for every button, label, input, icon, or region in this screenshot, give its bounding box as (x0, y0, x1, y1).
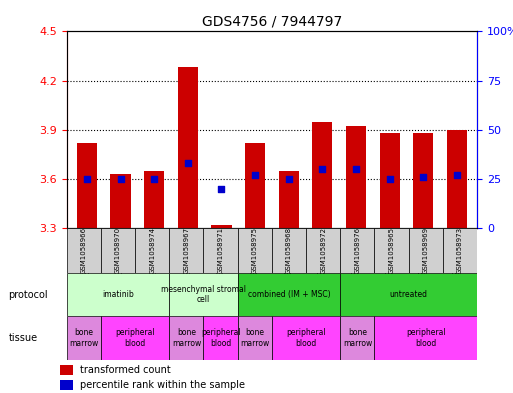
Point (116, 176, 125, 182)
Bar (279, 171, 299, 228)
FancyBboxPatch shape (135, 228, 169, 273)
Text: GSM1058969: GSM1058969 (423, 227, 429, 274)
Point (318, 166, 326, 172)
Text: GSM1058968: GSM1058968 (286, 227, 292, 274)
Text: GSM1058970: GSM1058970 (115, 227, 121, 274)
FancyBboxPatch shape (443, 228, 477, 273)
Text: tissue: tissue (9, 333, 37, 343)
Text: GSM1058972: GSM1058972 (320, 227, 326, 274)
Point (251, 172, 259, 178)
FancyBboxPatch shape (169, 316, 204, 360)
Bar (413, 133, 433, 228)
FancyBboxPatch shape (374, 316, 477, 360)
Text: GSM1058973: GSM1058973 (457, 227, 463, 274)
Point (285, 176, 293, 182)
FancyBboxPatch shape (409, 228, 443, 273)
Text: percentile rank within the sample: percentile rank within the sample (80, 380, 245, 389)
FancyBboxPatch shape (67, 316, 101, 360)
Text: bone
marrow: bone marrow (69, 328, 98, 348)
Point (419, 174, 427, 180)
Text: peripheral
blood: peripheral blood (201, 328, 241, 348)
Point (150, 176, 158, 182)
Bar (312, 121, 332, 228)
Point (386, 176, 394, 182)
Point (83, 176, 91, 182)
Text: GSM1058966: GSM1058966 (81, 227, 87, 274)
Title: GDS4756 / 7944797: GDS4756 / 7944797 (202, 15, 342, 29)
Text: peripheral
blood: peripheral blood (406, 328, 446, 348)
FancyBboxPatch shape (374, 228, 409, 273)
Bar (77, 143, 97, 228)
Point (352, 166, 360, 172)
Bar (245, 143, 265, 228)
Bar (60, 380, 73, 390)
FancyBboxPatch shape (238, 273, 340, 316)
Bar (144, 171, 164, 228)
FancyBboxPatch shape (272, 228, 306, 273)
Text: untreated: untreated (390, 290, 428, 299)
Text: peripheral
blood: peripheral blood (286, 328, 326, 348)
FancyBboxPatch shape (340, 316, 374, 360)
FancyBboxPatch shape (204, 316, 238, 360)
Text: GSM1058976: GSM1058976 (354, 227, 361, 274)
FancyBboxPatch shape (306, 228, 340, 273)
Bar (447, 130, 467, 228)
Bar (60, 365, 73, 375)
Text: GSM1058971: GSM1058971 (218, 227, 224, 274)
Bar (110, 174, 131, 228)
FancyBboxPatch shape (272, 316, 340, 360)
Bar (177, 68, 198, 228)
Text: bone
marrow: bone marrow (172, 328, 201, 348)
Text: bone
marrow: bone marrow (240, 328, 269, 348)
Point (218, 185, 226, 192)
FancyBboxPatch shape (238, 228, 272, 273)
Text: imatinib: imatinib (102, 290, 134, 299)
FancyBboxPatch shape (340, 273, 477, 316)
FancyBboxPatch shape (67, 273, 169, 316)
Point (184, 160, 192, 166)
FancyBboxPatch shape (101, 316, 169, 360)
Text: GSM1058967: GSM1058967 (183, 227, 189, 274)
Text: combined (IM + MSC): combined (IM + MSC) (248, 290, 330, 299)
Bar (211, 225, 231, 228)
Text: protocol: protocol (9, 290, 48, 300)
FancyBboxPatch shape (169, 228, 204, 273)
Text: transformed count: transformed count (80, 365, 170, 375)
Text: mesenchymal stromal
cell: mesenchymal stromal cell (161, 285, 246, 305)
FancyBboxPatch shape (101, 228, 135, 273)
Text: peripheral
blood: peripheral blood (115, 328, 155, 348)
Text: bone
marrow: bone marrow (343, 328, 372, 348)
FancyBboxPatch shape (67, 228, 101, 273)
FancyBboxPatch shape (169, 273, 238, 316)
Text: GSM1058965: GSM1058965 (388, 227, 394, 274)
FancyBboxPatch shape (340, 228, 374, 273)
Text: GSM1058974: GSM1058974 (149, 227, 155, 274)
FancyBboxPatch shape (238, 316, 272, 360)
Bar (346, 127, 366, 228)
Bar (380, 133, 400, 228)
FancyBboxPatch shape (204, 228, 238, 273)
Point (453, 172, 461, 178)
Text: GSM1058975: GSM1058975 (252, 227, 258, 274)
